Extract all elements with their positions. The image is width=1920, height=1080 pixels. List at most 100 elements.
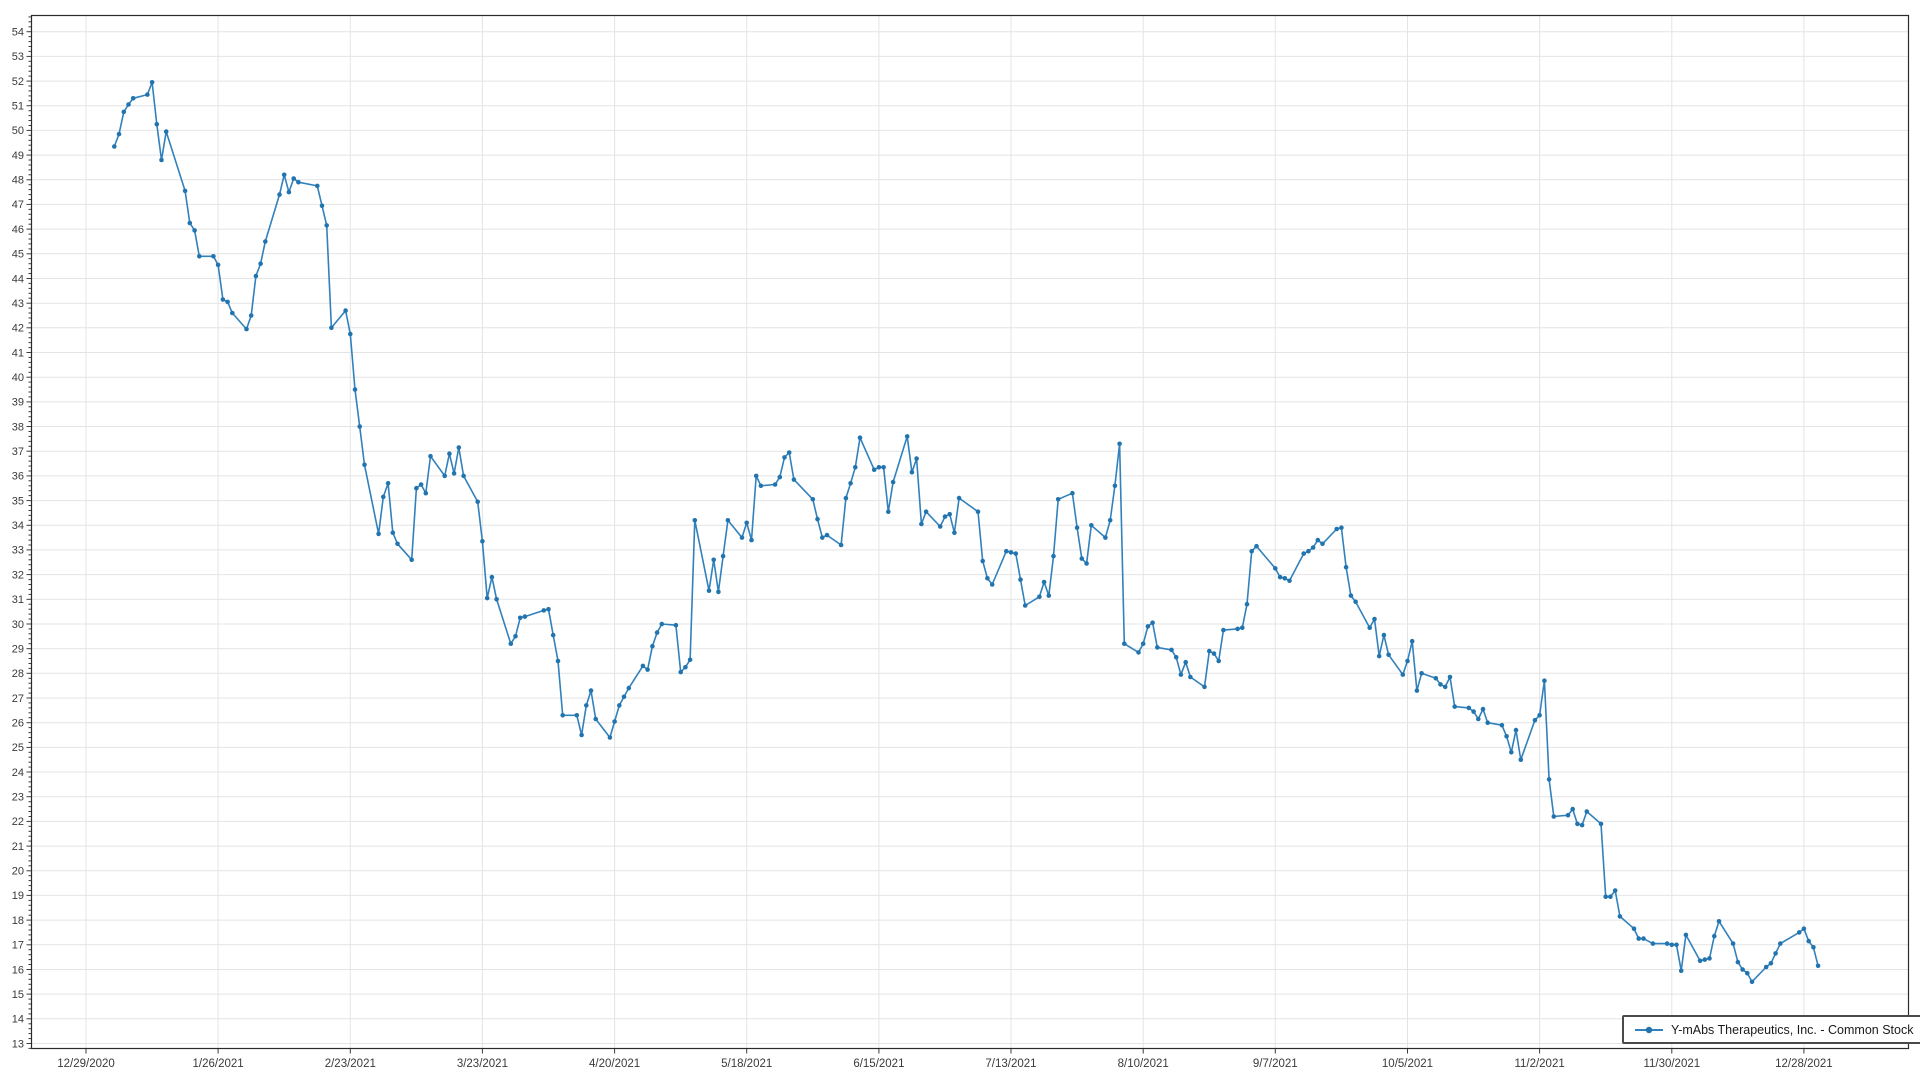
y-tick-label: 30 [12,619,24,631]
price-marker [1041,579,1047,585]
price-marker [1376,653,1382,659]
price-marker [706,588,712,593]
y-tick-label: 20 [12,866,24,878]
price-marker [579,732,584,738]
price-marker [1216,658,1221,664]
price-marker [1745,970,1750,976]
price-marker [414,485,419,491]
x-tick-label: 4/20/2021 [589,1058,640,1070]
price-marker [343,308,348,313]
price-marker [362,462,367,468]
price-marker [1551,814,1557,819]
price-marker [1485,720,1490,725]
x-tick-label: 11/30/2021 [1643,1058,1700,1070]
price-marker [947,511,952,517]
price-marker [244,326,249,332]
price-marker [772,482,778,487]
price-marker [1513,727,1519,733]
price-marker [1343,564,1349,570]
y-tick-label: 22 [12,816,24,828]
price-marker [621,694,627,700]
price-marker [1117,441,1122,447]
price-marker [956,495,962,501]
y-tick-label: 16 [12,964,24,976]
price-marker [711,557,716,563]
price-marker [1145,624,1151,629]
price-marker [1188,674,1193,680]
price-marker [588,688,594,693]
price-marker [843,495,849,501]
price-marker [1466,705,1472,711]
price-marker [1409,638,1415,644]
price-marker [626,685,632,691]
price-marker [758,483,764,489]
price-marker [923,509,929,514]
x-tick-label: 12/28/2021 [1775,1058,1833,1070]
y-tick-label: 21 [12,841,24,853]
legend-series-label: Y-mAbs Therapeutics, Inc. - Common Stock [1671,1022,1914,1037]
price-marker [692,518,698,523]
price-marker [1518,757,1524,762]
price-marker [871,467,877,473]
price-marker [517,615,523,621]
price-marker [1004,548,1009,554]
y-tick-label: 52 [12,76,24,88]
price-marker [475,499,481,505]
price-marker [1480,706,1486,712]
price-marker [286,189,292,195]
legend-item[interactable]: Y-mAbs Therapeutics, Inc. - Common Stock [1634,1023,1913,1037]
price-marker [225,299,230,305]
price-marker [782,455,787,460]
price-marker [1381,632,1387,638]
price-marker [1254,543,1259,549]
price-marker [1277,574,1283,580]
y-tick-label: 23 [12,792,24,804]
price-marker [423,490,429,496]
price-marker [1372,616,1377,622]
price-marker [612,719,617,724]
price-marker [546,606,551,612]
price-marker [1631,926,1637,931]
price-marker [1636,936,1641,941]
price-marker [126,102,131,107]
x-tick-label: 2/23/2021 [325,1058,376,1070]
y-tick-label: 26 [12,718,24,730]
price-marker [744,520,749,526]
price-marker [574,713,580,718]
x-tick-label: 8/10/2021 [1118,1058,1169,1070]
price-marker [937,524,943,529]
price-marker [1546,777,1552,782]
price-marker [145,92,150,97]
price-marker [753,473,759,479]
price-marker [739,535,745,540]
x-tick-label: 1/26/2021 [193,1058,244,1070]
x-tick-label: 3/23/2021 [457,1058,508,1070]
price-marker [1763,964,1769,970]
y-tick-label: 43 [12,298,24,310]
price-marker [277,192,282,197]
price-marker [197,253,202,259]
price-marker [1244,601,1250,607]
price-marker [385,481,391,486]
price-marker [296,179,301,185]
price-marker [215,262,221,268]
price-marker [1702,957,1708,962]
price-marker [1740,967,1745,972]
price-marker [456,445,462,450]
price-marker [1183,659,1188,665]
price-marker [253,273,259,279]
price-marker [1046,593,1052,598]
price-marker [352,387,358,392]
price-marker [1447,674,1453,680]
y-tick-label: 14 [12,1014,24,1026]
price-marker [1334,526,1339,532]
price-marker [220,297,226,302]
price-marker [1169,647,1174,653]
price-marker [1150,620,1155,625]
price-marker [985,576,990,581]
price-marker [1641,936,1646,941]
y-tick-label: 38 [12,421,24,433]
price-marker [1310,545,1316,550]
price-marker [1414,688,1420,693]
